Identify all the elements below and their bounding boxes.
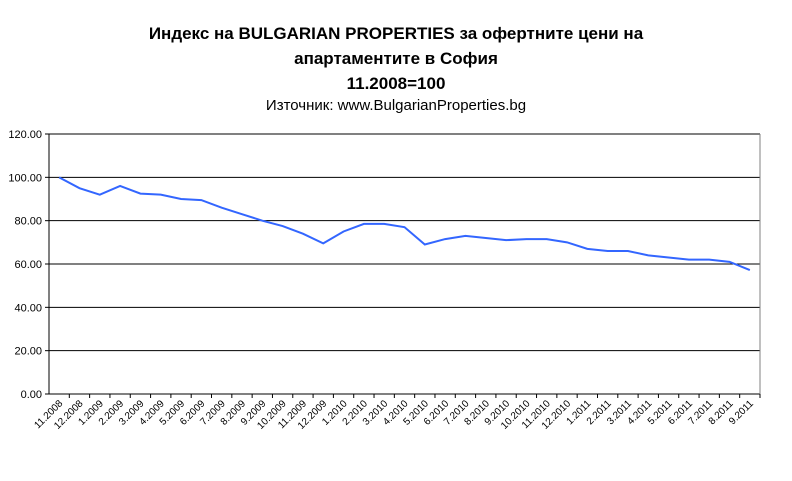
- y-tick-label: 40.00: [14, 302, 42, 314]
- y-tick-label: 20.00: [14, 346, 42, 358]
- y-tick-label: 120.00: [8, 129, 42, 141]
- y-tick-label: 80.00: [14, 216, 42, 228]
- y-tick-label: 100.00: [8, 172, 42, 184]
- chart-subtitle: Източник: www.BulgarianProperties.bg: [265, 97, 527, 114]
- chart-title-line-3: 11.2008=100: [346, 74, 446, 93]
- y-tick-label: 0.00: [21, 389, 42, 401]
- series-line: [58, 176, 751, 271]
- y-tick-label: 60.00: [14, 259, 42, 271]
- chart-title-line-1: Индекс на BULGARIAN PROPERTIES за офертн…: [148, 24, 644, 43]
- chart-title-line-2: апартаментите в София: [294, 49, 498, 68]
